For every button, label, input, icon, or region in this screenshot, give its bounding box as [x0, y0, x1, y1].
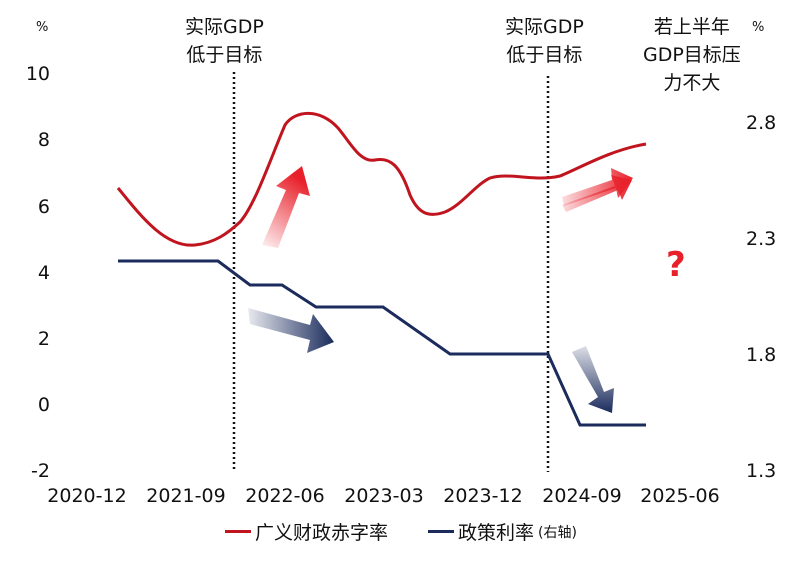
- y-tick: 8: [37, 129, 50, 151]
- x-tick: 2024-09: [542, 485, 622, 507]
- y-tick: -2: [31, 460, 50, 482]
- arrow-up-red-1: [262, 166, 310, 248]
- series-fiscal-deficit: [116, 111, 647, 247]
- y-tick: 4: [37, 262, 50, 284]
- x-tick: 2020-12: [47, 485, 127, 507]
- legend-item-policy-rate: 政策利率 (右轴): [428, 518, 577, 545]
- x-tick: 2023-03: [344, 485, 424, 507]
- right-axis-unit: %: [752, 20, 765, 35]
- right-tick: 1.3: [746, 460, 777, 482]
- y-tick: 0: [37, 394, 50, 416]
- y-tick: 2: [37, 328, 50, 350]
- x-tick: 2023-12: [443, 485, 523, 507]
- series-policy-rate: [118, 259, 646, 427]
- legend-navy-swatch: [428, 530, 455, 533]
- annotation-3: 若上半年 GDP目标压 力不大: [643, 16, 741, 94]
- right-tick: 1.8: [746, 344, 777, 366]
- x-tick: 2025-06: [640, 485, 720, 507]
- y-tick: 10: [25, 63, 50, 85]
- legend: 广义财政赤字率 政策利率 (右轴): [225, 518, 577, 545]
- right-tick: 2.3: [746, 228, 777, 250]
- left-axis-unit: %: [36, 20, 49, 35]
- annotation-2: 实际GDP 低于目标: [505, 16, 584, 66]
- legend-item-fiscal-deficit: 广义财政赤字率: [225, 518, 388, 545]
- x-tick: 2021-09: [146, 485, 226, 507]
- arrow-down-blue-2: [572, 346, 614, 413]
- x-tick: 2022-06: [245, 485, 325, 507]
- right-tick: 2.8: [746, 112, 777, 134]
- arrow-down-blue-1: [248, 308, 334, 353]
- arrow-up-red-2: [562, 168, 633, 212]
- legend-red-swatch: [225, 530, 251, 533]
- y-tick: 6: [37, 196, 50, 218]
- question-mark: ?: [666, 245, 686, 285]
- annotation-1: 实际GDP 低于目标: [185, 16, 264, 66]
